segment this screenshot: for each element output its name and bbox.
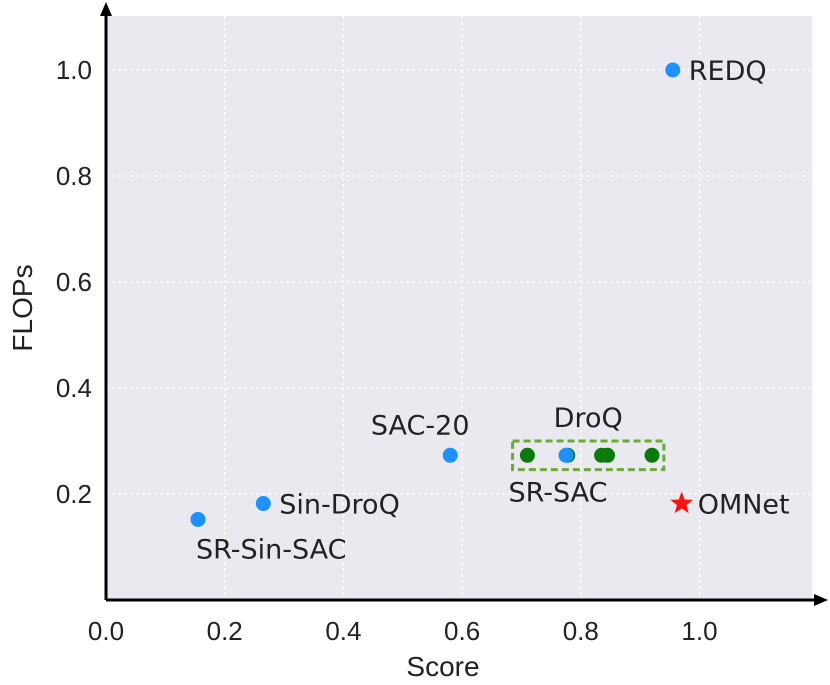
x-tick-label: 0.6 <box>444 616 480 646</box>
y-tick-label: 0.4 <box>56 373 92 403</box>
sin-droq-marker <box>255 496 271 512</box>
plot-area <box>106 16 812 600</box>
sr-sin-sac-label: SR-Sin-SAC <box>196 534 347 565</box>
sac-20-marker <box>442 447 458 463</box>
y-tick-label: 1.0 <box>56 55 92 85</box>
redq-label: REDQ <box>689 56 767 87</box>
x-tick-label: 0.2 <box>207 616 243 646</box>
x-tick-label: 0.0 <box>88 616 124 646</box>
redq-marker <box>665 62 681 78</box>
x-tick-label: 0.4 <box>325 616 361 646</box>
omnet-marker <box>670 491 694 514</box>
droq-box <box>511 439 666 472</box>
x-axis-arrow <box>814 594 828 606</box>
x-tick-label: 0.8 <box>563 616 599 646</box>
x-tick-label: 1.0 <box>681 616 717 646</box>
y-axis-arrow <box>100 2 112 16</box>
y-tick-label: 0.6 <box>56 267 92 297</box>
sr-sac-label: SR-SAC <box>508 477 607 508</box>
y-tick-label: 0.8 <box>56 161 92 191</box>
droq-label: DroQ <box>554 403 623 434</box>
y-tick-label: 0.2 <box>56 479 92 509</box>
omnet-label: OMNet <box>698 490 790 521</box>
sin-droq-label: Sin-DroQ <box>279 490 400 521</box>
x-axis-title: Score <box>406 651 479 682</box>
sr-sin-sac-marker <box>190 511 206 527</box>
sr-sac-marker <box>558 447 574 463</box>
droq-point <box>600 447 616 463</box>
sac-20-label: SAC-20 <box>371 410 470 441</box>
droq-point <box>644 447 660 463</box>
droq-point <box>519 447 535 463</box>
y-axis-title: FLOPs <box>7 264 38 351</box>
